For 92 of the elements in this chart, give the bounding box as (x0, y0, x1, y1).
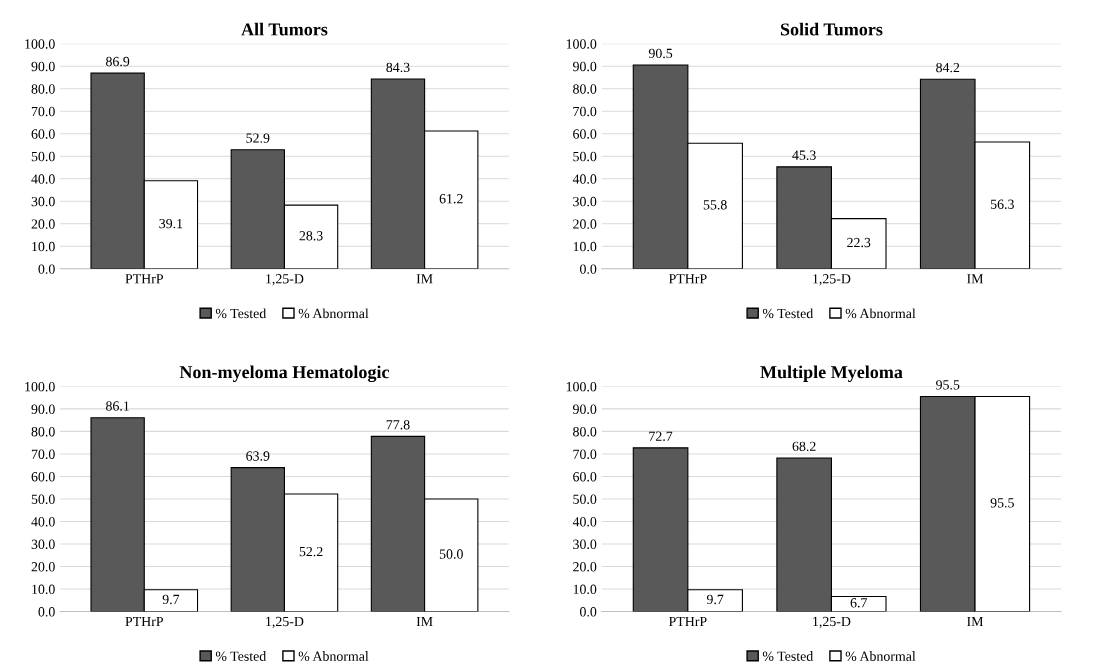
y-tick-label: 60.0 (573, 129, 597, 139)
y-tick-label: 10.0 (32, 241, 55, 252)
y-tick-label: 80.0 (573, 84, 597, 94)
y-tick-label: 20.0 (573, 562, 597, 572)
y-tick-label: 50.0 (573, 494, 597, 504)
y-tick-label: 80.0 (31, 84, 55, 94)
data-label: 86.9 (106, 56, 130, 67)
data-label: 95.5 (990, 498, 1014, 508)
y-tick-label: 90.0 (31, 404, 55, 414)
legend-label: % Abnormal (298, 308, 369, 319)
data-label: 28.3 (299, 231, 323, 241)
y-tick-label: 50.0 (31, 494, 55, 504)
data-label: 22.3 (847, 237, 871, 248)
x-tick-label: 1,25-D (813, 274, 851, 286)
data-label: 72.7 (649, 431, 673, 441)
x-tick-label: PTHrP (668, 274, 707, 284)
y-tick-label: 60.0 (31, 472, 55, 482)
data-label: 6.7 (850, 598, 867, 608)
x-tick-label: PTHrP (125, 616, 164, 627)
y-tick-label: 30.0 (31, 539, 55, 549)
chart-title: Solid Tumors (780, 22, 883, 36)
data-label: 52.2 (299, 546, 323, 557)
y-tick-label: 100.0 (25, 381, 55, 392)
y-tick-label: 80.0 (31, 427, 55, 437)
y-tick-label: 0.0 (580, 264, 597, 274)
y-tick-label: 100.0 (566, 39, 597, 49)
y-tick-label: 0.0 (580, 607, 597, 617)
y-tick-label: 10.0 (573, 584, 597, 595)
data-label: 63.9 (246, 451, 270, 461)
y-tick-label: 30.0 (31, 196, 55, 207)
data-label: 52.9 (246, 133, 270, 143)
data-label: 90.5 (648, 48, 673, 59)
y-tick-label: 0.0 (38, 264, 55, 274)
legend-label: % Tested (762, 308, 814, 319)
chart-title: All Tumors (241, 22, 328, 36)
data-label: 84.3 (386, 62, 410, 73)
legend-label: % Abnormal (845, 308, 916, 319)
y-tick-label: 20.0 (573, 219, 597, 229)
y-tick-label: 60.0 (31, 129, 55, 139)
x-tick-label: 1,25-D (813, 616, 851, 629)
y-tick-label: 80.0 (573, 427, 597, 437)
data-label: 61.2 (439, 194, 463, 204)
y-tick-label: 30.0 (573, 196, 597, 207)
y-tick-label: 90.0 (572, 404, 597, 414)
y-tick-label: 50.0 (31, 151, 55, 162)
y-tick-label: 20.0 (31, 562, 55, 572)
legend-label: % Tested (762, 651, 814, 661)
chart-title: Multiple Myeloma (760, 365, 903, 382)
data-label: 45.3 (792, 150, 816, 160)
y-tick-label: 90.0 (572, 61, 597, 72)
y-tick-label: 30.0 (573, 539, 597, 549)
chart-title: Non-myeloma Hematologic (179, 365, 390, 383)
y-tick-label: 40.0 (31, 174, 55, 184)
legend-label: % Tested (215, 308, 267, 319)
y-tick-label: 0.0 (38, 607, 55, 617)
x-tick-label: IM (416, 274, 433, 284)
y-tick-label: 60.0 (573, 472, 597, 482)
y-tick-label: 10.0 (32, 584, 55, 595)
x-tick-label: PTHrP (668, 616, 707, 627)
y-tick-label: 70.0 (31, 449, 55, 459)
data-label: 86.1 (106, 401, 129, 411)
data-label: 56.3 (990, 199, 1014, 209)
legend-label: % Abnormal (845, 651, 916, 661)
y-tick-label: 90.0 (31, 61, 55, 72)
y-tick-label: 40.0 (572, 517, 597, 527)
legend-label: % Tested (215, 651, 267, 661)
data-label: 77.8 (386, 420, 410, 430)
data-label: 9.7 (706, 594, 724, 605)
y-tick-label: 70.0 (31, 106, 55, 117)
x-tick-label: 1,25-D (266, 616, 304, 629)
x-tick-label: IM (967, 274, 984, 284)
y-tick-label: 20.0 (31, 219, 55, 229)
y-tick-label: 10.0 (573, 241, 597, 252)
x-tick-label: IM (416, 616, 433, 627)
x-tick-label: PTHrP (125, 274, 164, 284)
data-label: 50.0 (439, 549, 463, 559)
data-label: 39.1 (159, 218, 183, 229)
x-tick-label: 1,25-D (266, 274, 304, 286)
y-tick-label: 100.0 (566, 381, 597, 392)
y-tick-label: 40.0 (572, 174, 597, 184)
data-label: 9.7 (162, 594, 180, 605)
y-tick-label: 50.0 (573, 151, 597, 162)
legend-label: % Abnormal (298, 651, 369, 661)
x-tick-label: IM (967, 616, 984, 627)
y-tick-label: 70.0 (573, 449, 597, 459)
data-label: 84.2 (936, 62, 960, 73)
data-label: 55.8 (703, 200, 727, 210)
data-label: 68.2 (792, 441, 816, 452)
y-tick-label: 40.0 (31, 517, 55, 527)
y-tick-label: 100.0 (25, 39, 55, 49)
y-tick-label: 70.0 (573, 106, 597, 117)
data-label: 95.5 (936, 380, 960, 390)
